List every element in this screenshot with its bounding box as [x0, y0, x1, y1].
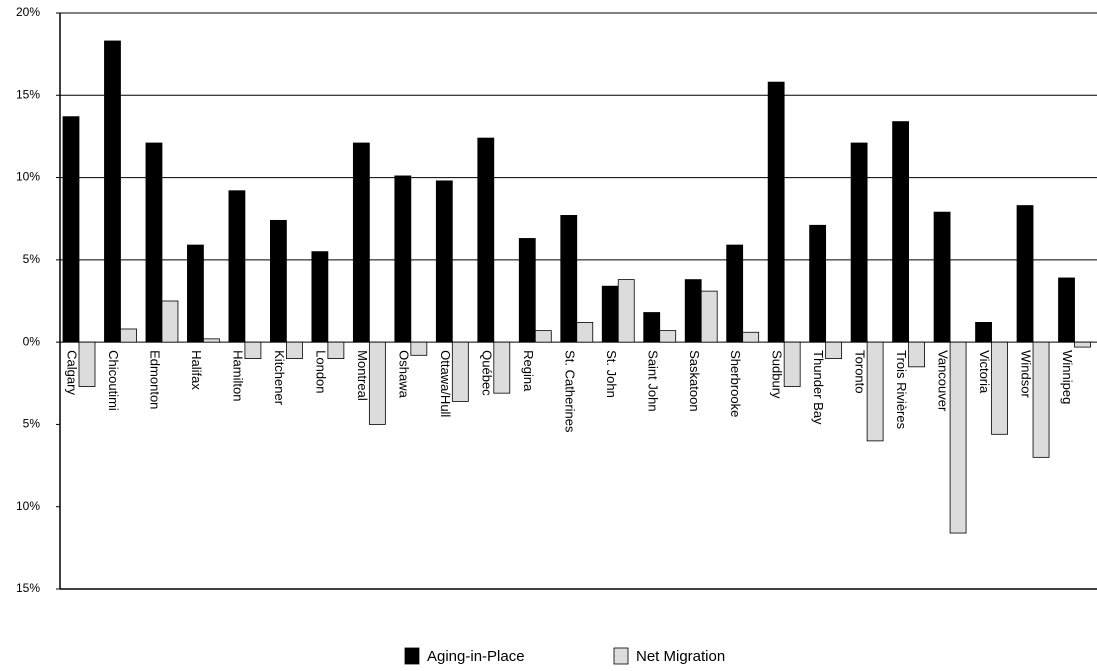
x-tick-label: Vancouver	[936, 350, 951, 412]
bar	[576, 321, 594, 343]
x-tick-label: Saskatoon	[687, 350, 702, 411]
bar	[1032, 341, 1050, 458]
y-tick-label: 15%	[16, 87, 40, 101]
y-tick-label: 10%	[16, 499, 40, 513]
x-tick-label: Victoria	[977, 350, 992, 394]
x-tick-label: Hamilton	[230, 350, 245, 401]
x-tick-label: St. John	[604, 350, 619, 398]
legend-swatch	[613, 647, 629, 665]
bar	[726, 244, 744, 343]
x-tick-label: Sherbrooke	[728, 350, 743, 417]
x-tick-label: Halifax	[189, 350, 204, 390]
bar	[643, 312, 661, 343]
x-tick-label: Windsor	[1019, 350, 1034, 398]
bar	[684, 279, 702, 343]
bar	[78, 341, 96, 387]
x-tick-label: Québec	[479, 350, 494, 396]
x-tick-label: London	[313, 350, 328, 393]
bar	[269, 219, 287, 343]
x-tick-label: Regina	[521, 350, 536, 392]
bar	[394, 175, 412, 343]
bar	[203, 338, 220, 343]
bar	[104, 40, 121, 343]
x-tick-label: Thunder Bay	[811, 350, 826, 425]
bar	[892, 121, 909, 343]
x-tick-label: Oshawa	[396, 350, 411, 398]
bar	[601, 285, 619, 343]
x-tick-label: Sudbury	[770, 350, 785, 399]
bar	[560, 215, 578, 343]
bar	[410, 341, 428, 356]
bar	[1074, 341, 1091, 348]
x-tick-label: Chicoutimi	[106, 350, 121, 411]
x-tick-label: Toronto	[853, 350, 868, 393]
bar	[518, 238, 536, 343]
bar	[352, 142, 370, 343]
y-tick-label: 15%	[16, 581, 40, 595]
bar	[767, 81, 785, 343]
x-tick-label: Ottawa/Hull	[438, 350, 453, 417]
bar	[244, 341, 262, 359]
x-tick-label: Montreal	[355, 350, 370, 401]
bar	[975, 321, 992, 343]
bar	[534, 330, 552, 343]
bar	[949, 341, 967, 534]
bar	[850, 142, 868, 343]
x-tick-label: Kitchener	[272, 350, 287, 406]
bar	[783, 341, 801, 387]
legend-swatch	[404, 647, 420, 665]
bar	[617, 279, 635, 343]
bar	[327, 341, 345, 359]
y-tick-label: 5%	[23, 252, 41, 266]
bar	[451, 341, 469, 402]
bar	[477, 137, 495, 343]
y-tick-label: 5%	[23, 417, 41, 431]
bar	[809, 224, 827, 343]
x-tick-label: St. Catherines	[562, 350, 577, 433]
bar	[368, 341, 386, 425]
y-tick-label: 0%	[23, 334, 41, 348]
bar	[145, 142, 163, 343]
bar	[62, 116, 80, 343]
bar	[1016, 205, 1034, 343]
bar	[285, 341, 303, 359]
bar	[700, 290, 718, 343]
legend-label: Net Migration	[636, 648, 725, 665]
bar	[311, 251, 329, 343]
bar	[659, 330, 677, 343]
legend-label: Aging-in-Place	[427, 648, 525, 665]
bar	[435, 180, 453, 343]
bar	[493, 341, 511, 394]
y-tick-label: 20%	[16, 5, 40, 19]
bar	[187, 244, 204, 343]
x-tick-label: Edmonton	[148, 350, 163, 409]
x-tick-label: Saint John	[645, 350, 660, 411]
x-tick-label: Calgary	[65, 350, 80, 395]
bar	[908, 341, 925, 368]
y-tick-label: 10%	[16, 170, 40, 184]
bar	[933, 211, 951, 343]
bar	[866, 341, 884, 442]
bar	[1058, 277, 1075, 343]
bar	[161, 300, 179, 343]
bar	[825, 341, 843, 359]
x-tick-label: Winnipeg	[1060, 350, 1075, 404]
bar	[120, 328, 137, 343]
x-tick-label: Trois Rivières	[894, 350, 909, 429]
bar	[991, 341, 1008, 435]
bar	[228, 190, 246, 343]
bar	[742, 331, 760, 343]
